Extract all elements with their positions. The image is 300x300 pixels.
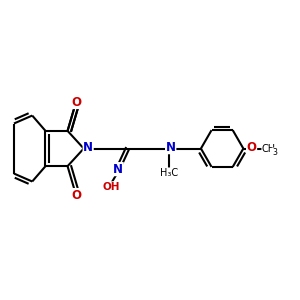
Text: O: O	[247, 141, 256, 154]
Text: O: O	[247, 141, 256, 154]
Text: O: O	[71, 188, 81, 202]
Text: OH: OH	[102, 182, 120, 192]
Text: N: N	[166, 141, 176, 154]
Text: 3: 3	[272, 148, 277, 157]
Text: O: O	[71, 95, 81, 109]
Text: N: N	[83, 141, 93, 154]
Text: O: O	[71, 95, 81, 109]
Text: H₃C: H₃C	[160, 168, 178, 178]
Text: N: N	[113, 163, 123, 176]
Text: N: N	[113, 163, 123, 176]
Text: 3: 3	[272, 148, 277, 157]
Text: OH: OH	[102, 182, 120, 192]
Text: N: N	[166, 141, 176, 154]
Text: O: O	[71, 188, 81, 202]
Text: CH: CH	[262, 144, 276, 154]
Text: N: N	[83, 141, 93, 154]
Text: CH: CH	[262, 144, 276, 154]
Text: N: N	[166, 141, 176, 154]
Text: H₃C: H₃C	[160, 168, 178, 178]
